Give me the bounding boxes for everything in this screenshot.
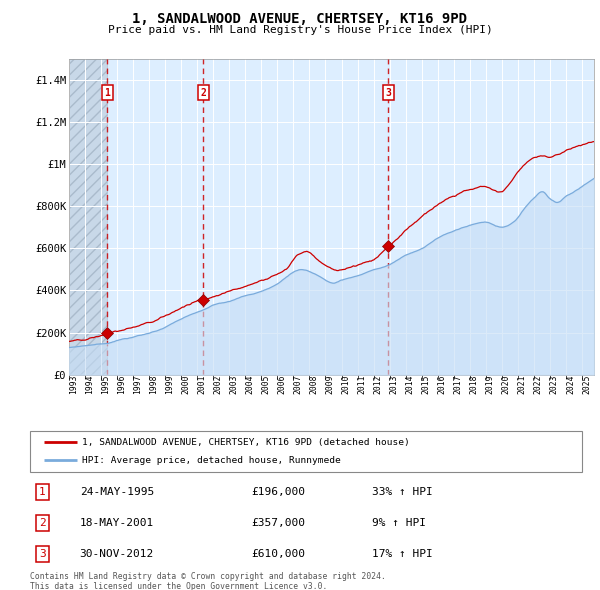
Text: 2011: 2011 (358, 375, 367, 394)
Text: 2005: 2005 (262, 375, 271, 394)
Text: 2009: 2009 (325, 375, 334, 394)
Text: 18-MAY-2001: 18-MAY-2001 (80, 518, 154, 528)
Text: 2000: 2000 (181, 375, 190, 394)
Text: 2022: 2022 (534, 375, 543, 394)
Text: 1: 1 (39, 487, 46, 497)
Text: 2: 2 (39, 518, 46, 528)
FancyBboxPatch shape (30, 431, 582, 472)
Text: 24-MAY-1995: 24-MAY-1995 (80, 487, 154, 497)
Text: This data is licensed under the Open Government Licence v3.0.: This data is licensed under the Open Gov… (30, 582, 328, 590)
Text: HPI: Average price, detached house, Runnymede: HPI: Average price, detached house, Runn… (82, 456, 341, 465)
Text: 2014: 2014 (406, 375, 415, 394)
Text: 1994: 1994 (85, 375, 94, 394)
Text: 2012: 2012 (374, 375, 383, 394)
Text: Price paid vs. HM Land Registry's House Price Index (HPI): Price paid vs. HM Land Registry's House … (107, 25, 493, 35)
Text: 2017: 2017 (454, 375, 463, 394)
Text: 3: 3 (39, 549, 46, 559)
Text: 2003: 2003 (229, 375, 238, 394)
Text: 1997: 1997 (133, 375, 142, 394)
Text: 1999: 1999 (165, 375, 174, 394)
Text: 30-NOV-2012: 30-NOV-2012 (80, 549, 154, 559)
Text: 2018: 2018 (470, 375, 479, 394)
Text: 3: 3 (385, 88, 391, 98)
Text: £357,000: £357,000 (251, 518, 305, 528)
Text: 2025: 2025 (582, 375, 591, 394)
Text: 2019: 2019 (486, 375, 495, 394)
Text: 9% ↑ HPI: 9% ↑ HPI (372, 518, 426, 528)
Text: 2001: 2001 (197, 375, 206, 394)
Text: 1, SANDALWOOD AVENUE, CHERTSEY, KT16 9PD: 1, SANDALWOOD AVENUE, CHERTSEY, KT16 9PD (133, 12, 467, 26)
Text: 2010: 2010 (341, 375, 350, 394)
Text: 1995: 1995 (101, 375, 110, 394)
Text: 2024: 2024 (566, 375, 575, 394)
Text: £196,000: £196,000 (251, 487, 305, 497)
Text: 1, SANDALWOOD AVENUE, CHERTSEY, KT16 9PD (detached house): 1, SANDALWOOD AVENUE, CHERTSEY, KT16 9PD… (82, 438, 410, 447)
Text: 1: 1 (104, 88, 110, 98)
Text: 1996: 1996 (117, 375, 126, 394)
Text: 2023: 2023 (550, 375, 559, 394)
Text: 2021: 2021 (518, 375, 527, 394)
Text: 33% ↑ HPI: 33% ↑ HPI (372, 487, 433, 497)
Text: 2015: 2015 (422, 375, 431, 394)
Text: 2: 2 (200, 88, 206, 98)
Text: 1998: 1998 (149, 375, 158, 394)
Text: 2008: 2008 (310, 375, 319, 394)
Text: 2020: 2020 (502, 375, 511, 394)
Bar (69, 59, 107, 375)
Text: 2016: 2016 (438, 375, 447, 394)
Text: 2006: 2006 (277, 375, 286, 394)
Text: £610,000: £610,000 (251, 549, 305, 559)
Text: 2007: 2007 (293, 375, 302, 394)
Text: Contains HM Land Registry data © Crown copyright and database right 2024.: Contains HM Land Registry data © Crown c… (30, 572, 386, 581)
Text: 2004: 2004 (245, 375, 254, 394)
Text: 2002: 2002 (213, 375, 222, 394)
Text: 1993: 1993 (69, 375, 78, 394)
Text: 2013: 2013 (389, 375, 398, 394)
Text: 17% ↑ HPI: 17% ↑ HPI (372, 549, 433, 559)
